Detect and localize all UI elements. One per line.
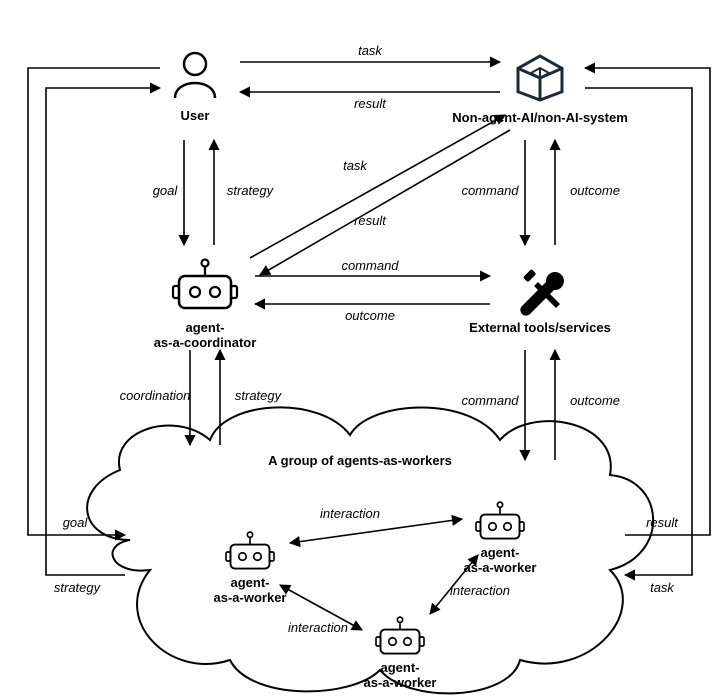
node-tools xyxy=(520,269,564,316)
node-worker3 xyxy=(376,617,424,653)
edge-label-w1-w2-interaction: interaction xyxy=(320,506,380,521)
edge-label-w1-w3-interaction: interaction xyxy=(288,620,348,635)
node-system xyxy=(518,56,562,100)
edge-label-system-tools-command: command xyxy=(461,183,519,198)
edge-label-tools-system-outcome: outcome xyxy=(570,183,620,198)
node-label-coordinator-2: as-a-coordinator xyxy=(154,335,257,350)
edge-label-user-coord-goal: goal xyxy=(153,183,179,198)
edge-label-poly-right-task: task xyxy=(650,580,675,595)
edge-label-system-coord-result: result xyxy=(354,213,387,228)
node-label-user: User xyxy=(181,108,210,123)
group-label: A group of agents-as-workers xyxy=(268,453,452,468)
node-label-worker2-2: as-a-worker xyxy=(464,560,537,575)
node-label-worker3-1: agent- xyxy=(381,660,420,675)
edge-system-coord-result xyxy=(260,130,510,275)
workers-cloud xyxy=(87,407,653,693)
node-label-tools: External tools/services xyxy=(469,320,611,335)
node-label-worker2-1: agent- xyxy=(481,545,520,560)
edge-poly-left-strategy xyxy=(46,88,160,575)
node-label-system: Non-agent-AI/non-AI-system xyxy=(452,110,628,125)
edge-label-system-user-result: result xyxy=(354,96,387,111)
edge-label-coord-group-coord: coordination xyxy=(120,388,191,403)
node-label-worker1-2: as-a-worker xyxy=(214,590,287,605)
edge-label-group-coord-strategy: strategy xyxy=(235,388,283,403)
node-user xyxy=(175,53,215,98)
agent-architecture-diagram: A group of agents-as-workers goal strategy… xyxy=(0,0,720,699)
edge-label-tools-coord-outcome: outcome xyxy=(345,308,395,323)
edge-label-user-system-task: task xyxy=(358,43,383,58)
node-label-coordinator-1: agent- xyxy=(186,320,225,335)
node-coordinator xyxy=(173,260,237,309)
edge-label-group-tools-outcome: outcome xyxy=(570,393,620,408)
edge-label-coord-tools-command: command xyxy=(341,258,399,273)
edge-w1-w2-interaction xyxy=(290,519,462,543)
edge-label-poly-left-strategy: strategy xyxy=(54,580,102,595)
edge-label-w2-w3-interaction: interaction xyxy=(450,583,510,598)
edge-label-coord-user-strategy: strategy xyxy=(227,183,275,198)
node-label-worker1-1: agent- xyxy=(231,575,270,590)
node-label-worker3-2: as-a-worker xyxy=(364,675,437,690)
edge-label-poly-left-goal: goal xyxy=(63,515,89,530)
edge-label-tools-group-command: command xyxy=(461,393,519,408)
edge-label-coord-system-task: task xyxy=(343,158,368,173)
node-worker2 xyxy=(476,502,524,538)
edge-poly-left-goal xyxy=(28,68,160,535)
node-worker1 xyxy=(226,532,274,568)
edge-label-poly-right-result: result xyxy=(646,515,679,530)
